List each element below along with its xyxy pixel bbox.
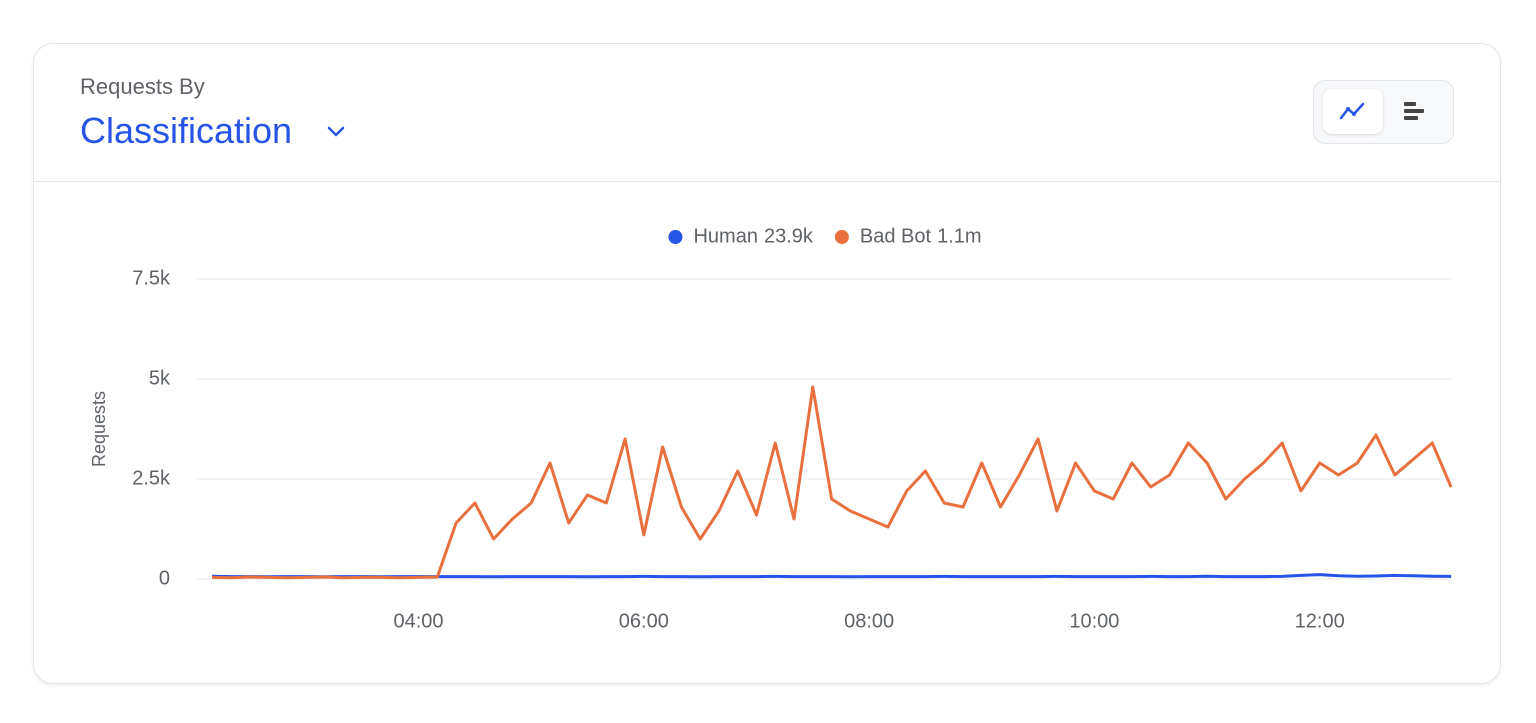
legend-name: Human [693, 225, 757, 247]
legend-dot [668, 230, 683, 244]
legend-total: 1.1m [937, 225, 981, 247]
y-tick-label: 0 [159, 567, 170, 589]
view-toggle [1313, 80, 1454, 144]
legend: Human 23.9k Bad Bot 1.1m [668, 225, 982, 247]
divider [34, 181, 1500, 182]
series-line [211, 385, 1453, 580]
dropdown-chevron[interactable] [326, 124, 346, 140]
subtitle: Requests By [80, 74, 205, 99]
legend-dot [834, 230, 849, 244]
x-tick-label: 04:00 [394, 610, 444, 632]
line-view-button[interactable] [1323, 89, 1383, 134]
line-icon [1339, 102, 1365, 120]
bar-view-button[interactable] [1394, 89, 1444, 134]
x-tick-label: 08:00 [844, 610, 894, 632]
x-tick-label: 12:00 [1295, 610, 1345, 632]
x-tick-label: 10:00 [1069, 610, 1119, 632]
x-tick-label: 06:00 [619, 610, 669, 632]
y-tick-label: 2.5k [132, 467, 171, 489]
classification-dropdown[interactable]: Classification [80, 110, 293, 151]
y-tick-label: 5k [149, 367, 171, 389]
y-tick-label: 7.5k [132, 267, 171, 289]
legend-total: 23.9k [764, 225, 814, 247]
legend-name: Bad Bot [860, 225, 932, 247]
y-axis-label: Requests [89, 391, 109, 467]
